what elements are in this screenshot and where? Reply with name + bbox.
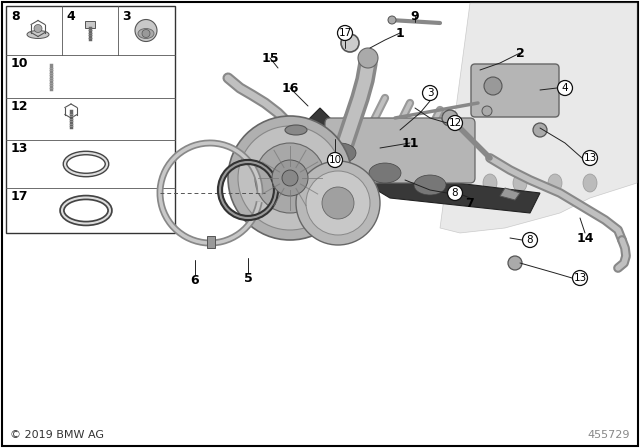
Text: 3: 3 bbox=[122, 10, 131, 23]
Text: 9: 9 bbox=[411, 9, 419, 22]
Text: 8: 8 bbox=[452, 188, 458, 198]
Circle shape bbox=[142, 30, 150, 38]
Circle shape bbox=[522, 233, 538, 247]
Ellipse shape bbox=[548, 174, 562, 192]
Circle shape bbox=[322, 187, 354, 219]
Circle shape bbox=[447, 116, 463, 130]
Text: 8: 8 bbox=[11, 10, 20, 23]
Text: 5: 5 bbox=[244, 271, 252, 284]
Text: © 2019 BMW AG: © 2019 BMW AG bbox=[10, 430, 104, 440]
Ellipse shape bbox=[135, 20, 157, 42]
Text: 12: 12 bbox=[11, 100, 29, 113]
Circle shape bbox=[272, 160, 308, 196]
Ellipse shape bbox=[369, 163, 401, 183]
Circle shape bbox=[388, 16, 396, 24]
Ellipse shape bbox=[483, 174, 497, 192]
Circle shape bbox=[238, 126, 342, 230]
Text: 15: 15 bbox=[261, 52, 279, 65]
Bar bbox=[207, 236, 215, 248]
Ellipse shape bbox=[285, 125, 307, 135]
Text: 7: 7 bbox=[466, 197, 474, 210]
Text: 10: 10 bbox=[11, 57, 29, 70]
Circle shape bbox=[557, 81, 573, 95]
Circle shape bbox=[328, 152, 342, 168]
Circle shape bbox=[306, 171, 370, 235]
Text: 455729: 455729 bbox=[588, 430, 630, 440]
Text: 12: 12 bbox=[449, 118, 461, 128]
Circle shape bbox=[341, 34, 359, 52]
Text: 3: 3 bbox=[427, 88, 433, 98]
Text: 16: 16 bbox=[282, 82, 299, 95]
Text: 8: 8 bbox=[527, 235, 533, 245]
Text: 13: 13 bbox=[584, 153, 596, 163]
Polygon shape bbox=[290, 108, 540, 213]
FancyBboxPatch shape bbox=[325, 118, 475, 183]
Circle shape bbox=[508, 256, 522, 270]
Text: 17: 17 bbox=[339, 28, 351, 38]
Ellipse shape bbox=[583, 174, 597, 192]
Text: 4: 4 bbox=[562, 83, 568, 93]
Text: 11: 11 bbox=[401, 137, 419, 150]
Text: 6: 6 bbox=[191, 273, 199, 287]
Text: 14: 14 bbox=[576, 232, 594, 245]
Ellipse shape bbox=[138, 29, 154, 39]
Circle shape bbox=[282, 170, 298, 186]
Polygon shape bbox=[440, 3, 637, 233]
Bar bbox=[6, 6, 175, 233]
Circle shape bbox=[337, 26, 353, 40]
Text: 13: 13 bbox=[11, 142, 28, 155]
Text: 13: 13 bbox=[573, 273, 587, 283]
FancyBboxPatch shape bbox=[471, 64, 559, 117]
Circle shape bbox=[582, 151, 598, 165]
Text: 10: 10 bbox=[328, 155, 342, 165]
Circle shape bbox=[358, 48, 378, 68]
Circle shape bbox=[228, 116, 352, 240]
Circle shape bbox=[533, 123, 547, 137]
Circle shape bbox=[447, 185, 463, 201]
Ellipse shape bbox=[513, 174, 527, 192]
Circle shape bbox=[482, 106, 492, 116]
Circle shape bbox=[34, 25, 42, 33]
Ellipse shape bbox=[324, 143, 356, 163]
Circle shape bbox=[296, 161, 380, 245]
Bar bbox=[85, 21, 95, 27]
Ellipse shape bbox=[27, 30, 49, 39]
Ellipse shape bbox=[414, 175, 446, 195]
Text: 4: 4 bbox=[66, 10, 75, 23]
Text: 1: 1 bbox=[396, 26, 404, 39]
Circle shape bbox=[422, 86, 438, 100]
Circle shape bbox=[255, 143, 325, 213]
Circle shape bbox=[573, 271, 588, 285]
Polygon shape bbox=[500, 188, 520, 200]
Text: 2: 2 bbox=[516, 47, 524, 60]
Text: 17: 17 bbox=[11, 190, 29, 203]
FancyBboxPatch shape bbox=[282, 160, 343, 196]
Circle shape bbox=[484, 77, 502, 95]
Circle shape bbox=[442, 110, 458, 126]
